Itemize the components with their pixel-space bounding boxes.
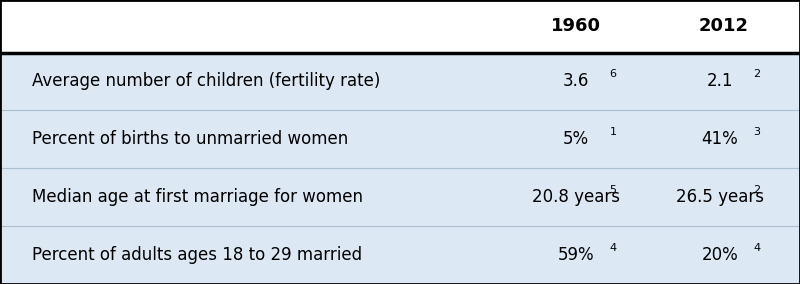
Text: Percent of births to unmarried women: Percent of births to unmarried women [32, 130, 348, 148]
Text: 4: 4 [754, 243, 761, 253]
Text: Median age at first marriage for women: Median age at first marriage for women [32, 188, 363, 206]
Text: Average number of children (fertility rate): Average number of children (fertility ra… [32, 72, 380, 91]
Text: 1: 1 [610, 127, 617, 137]
Text: Percent of adults ages 18 to 29 married: Percent of adults ages 18 to 29 married [32, 246, 362, 264]
FancyBboxPatch shape [0, 110, 800, 168]
Text: 20%: 20% [702, 246, 738, 264]
FancyBboxPatch shape [0, 0, 800, 53]
Text: 59%: 59% [558, 246, 594, 264]
Text: 1960: 1960 [551, 17, 601, 35]
Text: 5: 5 [610, 185, 617, 195]
Text: 2: 2 [754, 69, 761, 79]
Text: 2.1: 2.1 [706, 72, 734, 91]
Text: 41%: 41% [702, 130, 738, 148]
Text: 2012: 2012 [699, 17, 749, 35]
Text: 6: 6 [610, 69, 617, 79]
Text: 5%: 5% [563, 130, 589, 148]
Text: 20.8 years: 20.8 years [532, 188, 620, 206]
FancyBboxPatch shape [0, 226, 800, 284]
Text: 26.5 years: 26.5 years [676, 188, 764, 206]
FancyBboxPatch shape [0, 168, 800, 226]
FancyBboxPatch shape [0, 53, 800, 110]
Text: 2: 2 [754, 185, 761, 195]
Text: 3.6: 3.6 [563, 72, 589, 91]
Text: 3: 3 [754, 127, 761, 137]
Text: 4: 4 [610, 243, 617, 253]
